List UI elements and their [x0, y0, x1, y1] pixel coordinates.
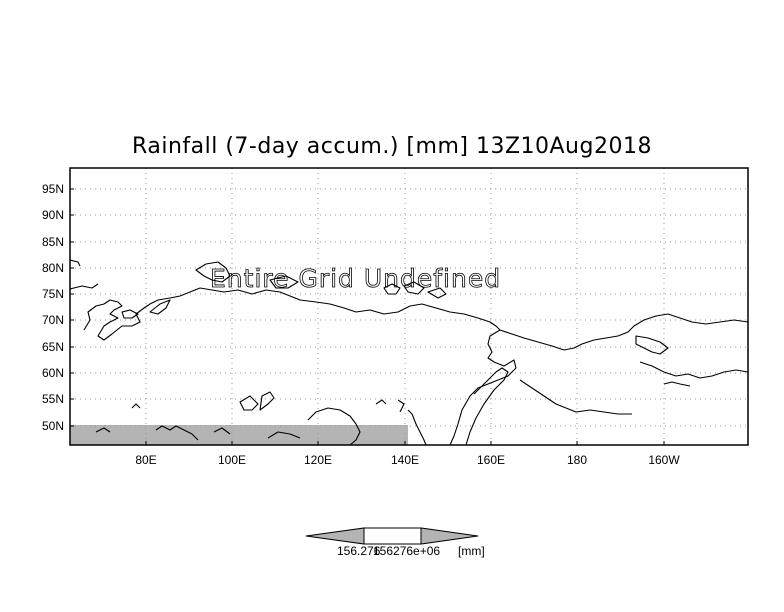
colorbar-unit-label: [mm] — [458, 544, 485, 558]
lon-label-120e: 120E — [304, 453, 332, 467]
lat-label-85n: 85N — [42, 235, 64, 249]
undefined-grid-message: Entire Grid Undefined — [210, 264, 501, 293]
map-title: Rainfall (7-day accum.) [mm] 13Z10Aug201… — [132, 134, 652, 159]
lon-label-140e: 140E — [391, 453, 419, 467]
lat-label-60n: 60N — [42, 366, 64, 380]
lat-label-80n: 80N — [42, 261, 64, 275]
lon-label-80e: 80E — [135, 453, 156, 467]
lat-label-70n: 70N — [42, 313, 64, 327]
map-gridlines — [70, 168, 748, 445]
undefined-shaded-area — [70, 425, 408, 445]
lat-label-55n: 55N — [42, 392, 64, 406]
lat-label-75n: 75N — [42, 287, 64, 301]
lat-label-90n: 90N — [42, 208, 64, 222]
lat-label-50n: 50N — [42, 419, 64, 433]
coastlines — [70, 259, 748, 445]
colorbar-left-triangle — [305, 527, 365, 545]
lon-label-100e: 100E — [218, 453, 246, 467]
colorbar-center-box — [363, 527, 422, 545]
colorbar-value-label-2: 156276e+06 — [373, 544, 440, 558]
lat-tick-marks — [70, 188, 74, 427]
lon-tick-marks — [145, 441, 665, 445]
lat-label-65n: 65N — [42, 340, 64, 354]
colorbar-value-label: 156.276 — [337, 544, 381, 558]
lat-label-95n: 95N — [42, 182, 64, 196]
lon-label-160w: 160W — [648, 453, 680, 467]
lon-label-160e: 160E — [477, 453, 505, 467]
colorbar — [305, 527, 479, 545]
map-frame — [69, 167, 749, 446]
lon-label-180: 180 — [567, 453, 587, 467]
colorbar-right-triangle — [420, 527, 479, 545]
